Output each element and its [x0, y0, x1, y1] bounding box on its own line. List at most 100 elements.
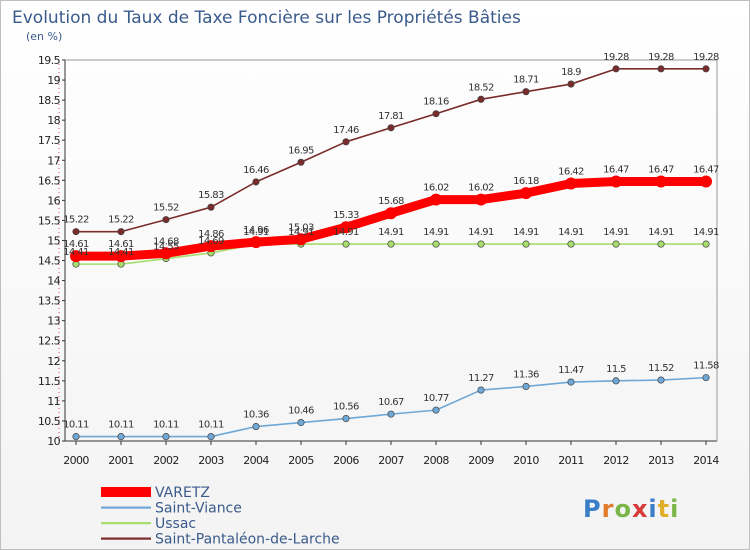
data-point [295, 233, 307, 246]
chart-title: Evolution du Taux de Taxe Foncière sur l… [12, 8, 521, 28]
data-point [72, 433, 80, 441]
data-label: 10.56 [333, 402, 359, 413]
data-point [385, 207, 397, 220]
y-tick-label: 10.5 [38, 415, 61, 428]
legend-swatch [101, 522, 151, 525]
data-point [430, 193, 442, 206]
data-label: 18.71 [513, 75, 539, 86]
data-point [520, 187, 532, 200]
data-point [702, 374, 710, 382]
data-point [477, 95, 485, 103]
data-label: 16.02 [423, 183, 449, 194]
data-label: 11.5 [606, 364, 626, 375]
data-point [475, 193, 487, 206]
series-saint-pantal-on-de-larche [72, 65, 710, 236]
data-label: 17.46 [333, 125, 359, 136]
x-tick-label: 2011 [558, 454, 584, 467]
data-point [657, 376, 665, 384]
data-label: 11.27 [468, 373, 494, 384]
data-point [657, 65, 665, 73]
y-tick-label: 17.5 [38, 134, 61, 147]
y-tick-label: 14.5 [38, 255, 61, 268]
x-tick-label: 2013 [648, 454, 674, 467]
data-label: 10.11 [108, 420, 134, 431]
x-tick-label: 2001 [108, 454, 134, 467]
data-label: 14.61 [108, 239, 134, 250]
data-label: 15.22 [108, 215, 134, 226]
data-label: 16.47 [648, 165, 674, 176]
y-tick-label: 11 [47, 395, 60, 408]
data-point [250, 236, 262, 249]
data-label: 14.91 [333, 227, 359, 238]
plot-area: 14.61 14.61 14.68 14.86 14.96 15.03 15.33 15.68… [63, 52, 720, 441]
data-label: 15.68 [378, 196, 404, 207]
series-ussac [72, 240, 710, 268]
data-label: 18.9 [561, 67, 581, 78]
data-point [565, 177, 577, 190]
data-point [657, 240, 665, 248]
data-label: 10.11 [198, 420, 224, 431]
data-point [702, 240, 710, 248]
data-label: 14.91 [423, 227, 449, 238]
y-tick-label: 15.5 [38, 214, 61, 227]
data-point [252, 423, 260, 431]
legend-label: Ussac [155, 516, 196, 532]
x-tick-label: 2006 [333, 454, 359, 467]
data-label: 15.52 [153, 203, 179, 214]
data-point [342, 240, 350, 248]
data-label: 14.68 [153, 236, 179, 247]
y-tick-label: 16.5 [38, 174, 61, 187]
data-point [297, 419, 305, 427]
data-label: 14.91 [378, 227, 404, 238]
x-tick-label: 2008 [423, 454, 449, 467]
y-tick-label: 15 [47, 234, 60, 247]
data-label: 19.28 [603, 52, 629, 63]
data-point [432, 240, 440, 248]
data-label: 17.81 [378, 111, 404, 122]
data-point [612, 65, 620, 73]
data-label: 16.95 [288, 145, 314, 156]
y-tick-label: 17 [47, 154, 60, 167]
data-point [432, 406, 440, 414]
logo-text: Proxiti [583, 495, 679, 523]
y-tick-label: 18.5 [38, 94, 61, 107]
series-varetz [70, 175, 712, 263]
x-tick-label: 2007 [378, 454, 404, 467]
data-label: 18.16 [423, 97, 449, 108]
data-point [567, 80, 575, 88]
legend-label: VARETZ [155, 485, 210, 501]
legend-label: Saint-Pantaléon-de-Larche [155, 532, 340, 548]
data-label: 14.91 [558, 227, 584, 238]
y-tick-label: 16 [47, 194, 60, 207]
data-label: 16.02 [468, 183, 494, 194]
x-tick-label: 2005 [288, 454, 314, 467]
data-label: 11.52 [648, 363, 674, 374]
data-point [522, 382, 530, 391]
data-point [612, 377, 620, 385]
data-label: 15.33 [333, 210, 359, 221]
data-point [610, 175, 622, 188]
data-point [522, 88, 530, 96]
data-point [522, 240, 530, 248]
y-tick-label: 10 [47, 435, 60, 448]
data-point [387, 410, 395, 418]
data-point [612, 240, 620, 248]
data-label: 11.47 [558, 365, 584, 376]
x-tick-label: 2003 [198, 454, 224, 467]
data-label: 14.41 [108, 247, 134, 258]
data-label: 15.22 [63, 215, 89, 226]
y-tick-label: 11.5 [38, 375, 61, 388]
legend-label: Saint-Viance [155, 501, 242, 517]
data-label: 14.91 [468, 227, 494, 238]
data-point [342, 414, 350, 423]
data-label: 15.03 [288, 222, 314, 233]
data-point [702, 65, 710, 73]
data-label: 10.77 [423, 393, 449, 404]
data-point [567, 378, 575, 386]
data-point [700, 175, 712, 188]
data-label: 10.36 [243, 410, 269, 421]
data-point [477, 240, 485, 248]
data-label: 14.91 [693, 227, 719, 238]
